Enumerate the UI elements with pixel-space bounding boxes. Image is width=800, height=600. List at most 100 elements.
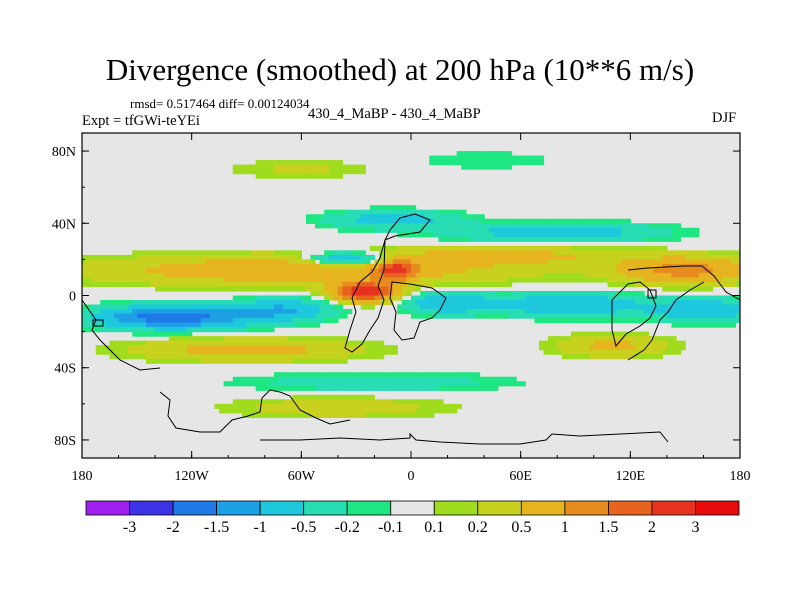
- field-cell: [406, 403, 412, 409]
- field-cell: [456, 304, 462, 310]
- field-cell: [255, 408, 261, 414]
- field-cell: [557, 318, 563, 324]
- field-cell: [666, 281, 673, 288]
- field-cell: [433, 160, 440, 166]
- field-cell: [474, 236, 481, 242]
- field-cell: [191, 304, 197, 310]
- field-cell: [534, 290, 540, 297]
- field-cell: [607, 304, 613, 310]
- field-cell: [177, 268, 184, 274]
- y-tick-label: 0: [69, 290, 76, 305]
- field-cell: [246, 164, 252, 170]
- field-cell: [429, 313, 435, 319]
- field-cell: [91, 309, 97, 315]
- field-cell: [401, 399, 408, 405]
- field-cell: [383, 349, 389, 355]
- field-cell: [653, 309, 659, 315]
- field-cell: [383, 381, 389, 387]
- field-cell: [337, 336, 344, 342]
- field-cell: [639, 263, 645, 270]
- field-cell: [177, 250, 184, 256]
- field-cell: [429, 245, 435, 251]
- field-cell: [538, 290, 545, 297]
- field-cell: [497, 164, 503, 170]
- field-cell: [383, 250, 389, 256]
- field-cell: [561, 254, 567, 260]
- field-cell: [141, 304, 147, 310]
- field-cell: [461, 236, 467, 242]
- field-cell: [543, 309, 549, 315]
- field-cell: [287, 286, 293, 292]
- field-cell: [730, 322, 737, 328]
- field-cell: [209, 268, 216, 274]
- field-cell: [584, 263, 590, 270]
- field-cell: [264, 286, 270, 292]
- field-cell: [575, 340, 581, 346]
- field-cell: [182, 349, 188, 355]
- field-cell: [438, 309, 444, 315]
- field-cell: [465, 277, 471, 283]
- field-cell: [182, 331, 188, 337]
- field-cell: [273, 340, 280, 346]
- field-cell: [433, 290, 440, 297]
- field-cell: [360, 277, 366, 283]
- field-cell: [365, 349, 371, 355]
- field-cell: [634, 340, 641, 346]
- field-cell: [420, 304, 426, 310]
- field-cell: [342, 403, 348, 409]
- field-cell: [155, 309, 161, 315]
- field-cell: [305, 277, 312, 283]
- field-cell: [182, 313, 188, 319]
- field-cell: [269, 318, 275, 324]
- field-cell: [488, 268, 494, 274]
- field-cell: [305, 412, 312, 418]
- field-cell: [369, 218, 376, 224]
- field-cell: [392, 376, 398, 382]
- field-cell: [552, 223, 558, 229]
- field-cell: [310, 345, 316, 351]
- field-cell: [255, 376, 261, 382]
- field-cell: [520, 232, 526, 238]
- field-cell: [420, 372, 426, 378]
- field-cell: [379, 385, 385, 391]
- field-cell: [429, 304, 435, 310]
- field-cell: [155, 250, 161, 256]
- field-cell: [269, 250, 275, 256]
- field-cell: [155, 304, 161, 310]
- field-cell: [415, 263, 421, 270]
- field-cell: [374, 412, 380, 418]
- field-cell: [177, 254, 184, 260]
- field-cell: [328, 304, 334, 310]
- field-cell: [269, 173, 275, 179]
- field-cell: [479, 385, 485, 391]
- field-cell: [273, 300, 280, 306]
- field-cell: [196, 254, 202, 260]
- field-cell: [292, 304, 298, 310]
- field-cell: [305, 376, 312, 382]
- field-cell: [232, 295, 238, 301]
- field-cell: [283, 354, 289, 360]
- field-cell: [465, 290, 471, 297]
- field-cell: [438, 155, 444, 161]
- field-cell: [593, 227, 599, 233]
- field-cell: [639, 313, 645, 319]
- field-cell: [228, 263, 234, 270]
- field-cell: [228, 277, 234, 283]
- field-cell: [155, 254, 161, 260]
- field-cell: [337, 223, 344, 229]
- field-cell: [182, 318, 188, 324]
- field-cell: [228, 250, 234, 256]
- field-cell: [301, 412, 307, 418]
- field-cell: [580, 331, 586, 337]
- field-cell: [657, 268, 663, 274]
- field-cell: [698, 286, 705, 292]
- field-cell: [429, 372, 435, 378]
- field-cell: [433, 281, 440, 288]
- field-cell: [287, 160, 293, 166]
- field-cell: [602, 236, 609, 242]
- field-cell: [200, 340, 206, 346]
- field-cell: [525, 232, 531, 238]
- field-cell: [251, 295, 257, 301]
- field-cell: [95, 254, 101, 260]
- field-cell: [150, 358, 156, 364]
